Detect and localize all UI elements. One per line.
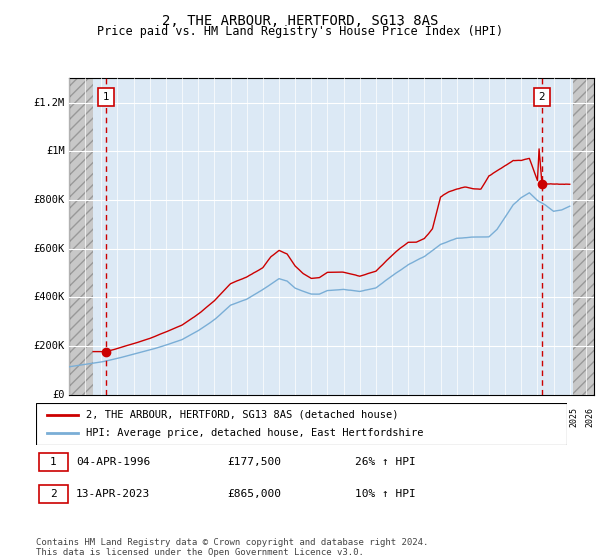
Text: 04-APR-1996: 04-APR-1996 bbox=[76, 457, 150, 467]
Text: 2015: 2015 bbox=[408, 408, 417, 427]
Text: £800K: £800K bbox=[34, 195, 65, 205]
Text: 2011: 2011 bbox=[344, 408, 353, 427]
Text: £1.2M: £1.2M bbox=[34, 98, 65, 108]
Text: 2001: 2001 bbox=[182, 408, 191, 427]
Text: 26% ↑ HPI: 26% ↑ HPI bbox=[355, 457, 415, 467]
Text: 2003: 2003 bbox=[214, 408, 223, 427]
Text: 2008: 2008 bbox=[295, 408, 304, 427]
Text: 2010: 2010 bbox=[328, 408, 337, 427]
FancyBboxPatch shape bbox=[38, 453, 68, 471]
Bar bbox=[573, 78, 594, 395]
Text: 2012: 2012 bbox=[360, 408, 369, 427]
Text: 2023: 2023 bbox=[538, 408, 547, 427]
Text: £865,000: £865,000 bbox=[227, 489, 281, 500]
Text: 2019: 2019 bbox=[473, 408, 482, 427]
Text: 2013: 2013 bbox=[376, 408, 385, 427]
Text: 2000: 2000 bbox=[166, 408, 175, 427]
Text: 2026: 2026 bbox=[586, 408, 595, 427]
Text: 2, THE ARBOUR, HERTFORD, SG13 8AS (detached house): 2, THE ARBOUR, HERTFORD, SG13 8AS (detac… bbox=[86, 410, 399, 420]
Text: 2025: 2025 bbox=[570, 408, 579, 427]
Text: HPI: Average price, detached house, East Hertfordshire: HPI: Average price, detached house, East… bbox=[86, 428, 424, 438]
FancyBboxPatch shape bbox=[36, 403, 567, 445]
Text: 2014: 2014 bbox=[392, 408, 401, 427]
Text: 1996: 1996 bbox=[101, 408, 110, 427]
Text: 2, THE ARBOUR, HERTFORD, SG13 8AS: 2, THE ARBOUR, HERTFORD, SG13 8AS bbox=[162, 14, 438, 28]
Text: 10% ↑ HPI: 10% ↑ HPI bbox=[355, 489, 415, 500]
Text: Contains HM Land Registry data © Crown copyright and database right 2024.
This d: Contains HM Land Registry data © Crown c… bbox=[36, 538, 428, 557]
FancyBboxPatch shape bbox=[98, 88, 114, 106]
Text: 2009: 2009 bbox=[311, 408, 320, 427]
Text: £400K: £400K bbox=[34, 292, 65, 302]
Text: £600K: £600K bbox=[34, 244, 65, 254]
Text: £200K: £200K bbox=[34, 341, 65, 351]
Text: 2022: 2022 bbox=[521, 408, 530, 427]
Text: £1M: £1M bbox=[46, 146, 65, 156]
Text: 1998: 1998 bbox=[134, 408, 143, 427]
Text: 2017: 2017 bbox=[440, 408, 449, 427]
Text: 2006: 2006 bbox=[263, 408, 272, 427]
Text: 1: 1 bbox=[50, 457, 56, 467]
Text: 1997: 1997 bbox=[118, 408, 127, 427]
Text: 1: 1 bbox=[103, 92, 109, 102]
Text: 2020: 2020 bbox=[489, 408, 498, 427]
Text: 1994: 1994 bbox=[69, 408, 78, 427]
Text: £177,500: £177,500 bbox=[227, 457, 281, 467]
Text: £0: £0 bbox=[52, 390, 65, 400]
Bar bbox=[69, 78, 93, 395]
Text: 2024: 2024 bbox=[554, 408, 563, 427]
FancyBboxPatch shape bbox=[534, 88, 550, 106]
Text: 2021: 2021 bbox=[505, 408, 514, 427]
Text: 2002: 2002 bbox=[198, 408, 207, 427]
Text: 1995: 1995 bbox=[85, 408, 94, 427]
FancyBboxPatch shape bbox=[38, 486, 68, 503]
Text: 2004: 2004 bbox=[230, 408, 239, 427]
Text: 2005: 2005 bbox=[247, 408, 256, 427]
Text: 2018: 2018 bbox=[457, 408, 466, 427]
Text: 2007: 2007 bbox=[279, 408, 288, 427]
Text: 13-APR-2023: 13-APR-2023 bbox=[76, 489, 150, 500]
Text: 1999: 1999 bbox=[150, 408, 159, 427]
Text: 2016: 2016 bbox=[424, 408, 433, 427]
Text: 2: 2 bbox=[50, 489, 56, 500]
Text: 2: 2 bbox=[539, 92, 545, 102]
Text: Price paid vs. HM Land Registry's House Price Index (HPI): Price paid vs. HM Land Registry's House … bbox=[97, 25, 503, 38]
